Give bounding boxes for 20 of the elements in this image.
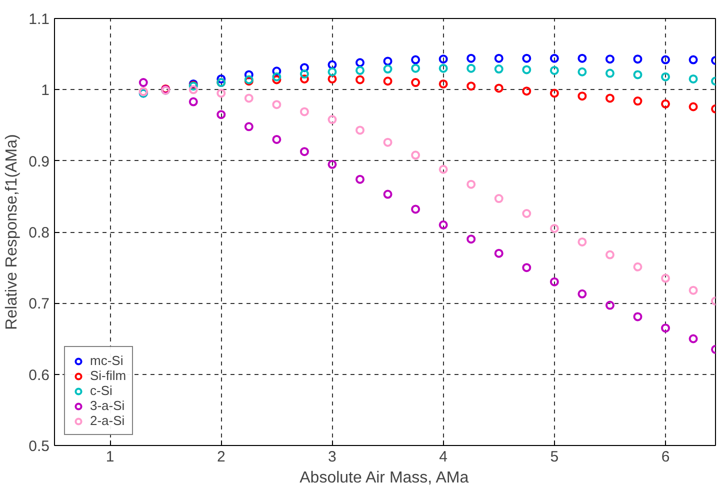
y-tick-label: 0.9 (28, 153, 50, 170)
y-axis-title: Relative Response,f1(AMa) (4, 134, 21, 330)
y-tick-label: 0.5 (28, 438, 50, 455)
y-tick-label: 0.8 (28, 224, 50, 242)
legend-label: Si-film (90, 368, 126, 383)
legend-label: 2-a-Si (90, 413, 125, 428)
x-tick-label: 1 (106, 448, 114, 466)
y-tick-label: 1.1 (28, 11, 50, 28)
y-tick-label: 1 (41, 82, 50, 100)
x-tick-label: 4 (439, 448, 448, 466)
x-tick-label: 5 (550, 448, 559, 466)
x-axis-title: Absolute Air Mass, AMa (300, 470, 469, 486)
x-tick-label: 2 (216, 448, 226, 466)
legend-label: c-Si (90, 383, 112, 398)
y-tick-label: 0.6 (28, 366, 50, 384)
legend-label: mc-Si (90, 353, 124, 368)
y-tick-label: 0.7 (28, 296, 50, 313)
x-tick-label: 3 (328, 448, 336, 466)
legend-label: 3-a-Si (90, 398, 125, 413)
x-tick-label: 6 (661, 448, 670, 466)
